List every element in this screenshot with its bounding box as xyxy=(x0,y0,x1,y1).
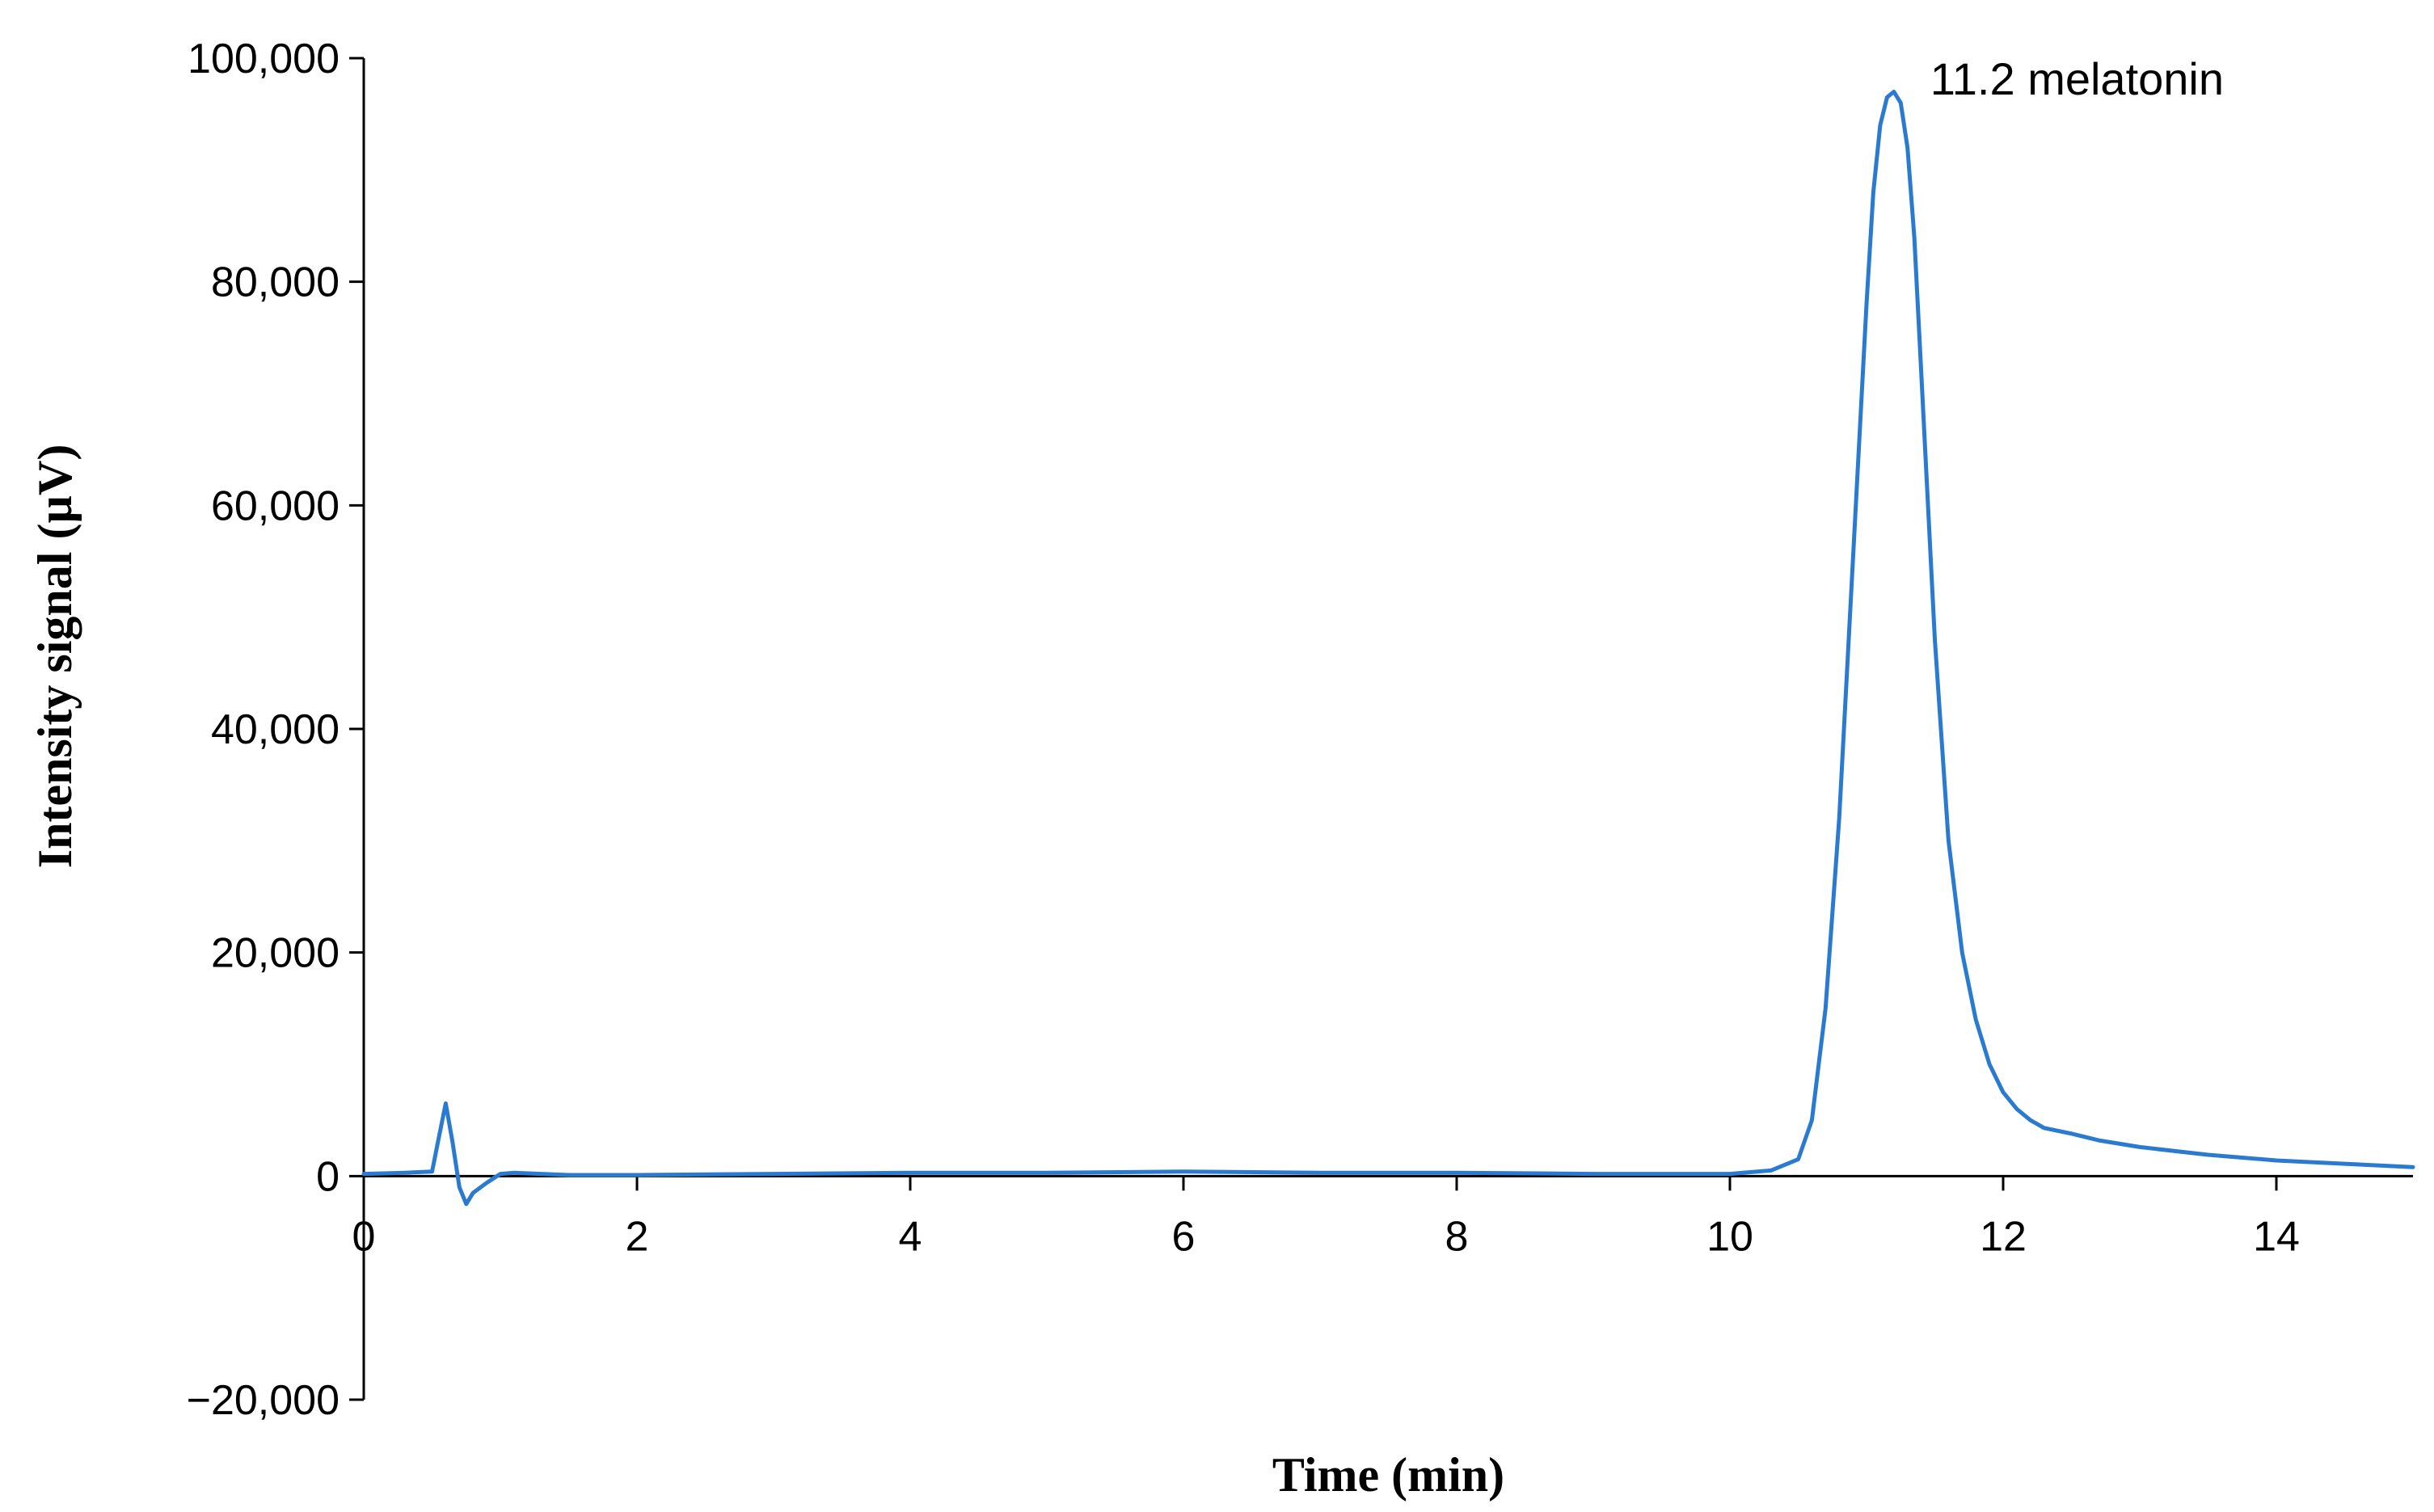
x-tick-label: 6 xyxy=(1172,1213,1196,1260)
x-tick-label: 14 xyxy=(2253,1213,2300,1260)
y-tick-label: 0 xyxy=(316,1153,340,1200)
y-tick-label: 100,000 xyxy=(188,36,340,82)
y-tick-label: 80,000 xyxy=(211,259,340,306)
x-tick-label: 10 xyxy=(1706,1213,1753,1260)
y-tick-label: 60,000 xyxy=(211,482,340,529)
x-tick-label: 2 xyxy=(626,1213,649,1260)
axes-layer xyxy=(362,58,2413,1400)
x-tick-label: 12 xyxy=(1980,1213,2027,1260)
x-tick-label: 8 xyxy=(1445,1213,1469,1260)
y-tick-label: 40,000 xyxy=(211,706,340,753)
series-layer xyxy=(361,90,2415,1207)
y-axis-title: Intensity signal (µV) xyxy=(28,444,82,869)
x-tick-label: 0 xyxy=(352,1213,376,1260)
x-axis-title: Time (min) xyxy=(1272,1448,1504,1501)
y-tick-label: −20,000 xyxy=(187,1377,340,1424)
chromatogram-series-line xyxy=(361,90,2415,1207)
peak-annotation: 11.2 melatonin xyxy=(1930,53,2224,104)
ticks-layer: −20,000 0 20,000 40,000 60,000 80,000 100,000 0… xyxy=(187,36,2300,1424)
y-tick-label: 20,000 xyxy=(211,930,340,977)
x-tick-label: 4 xyxy=(899,1213,922,1260)
